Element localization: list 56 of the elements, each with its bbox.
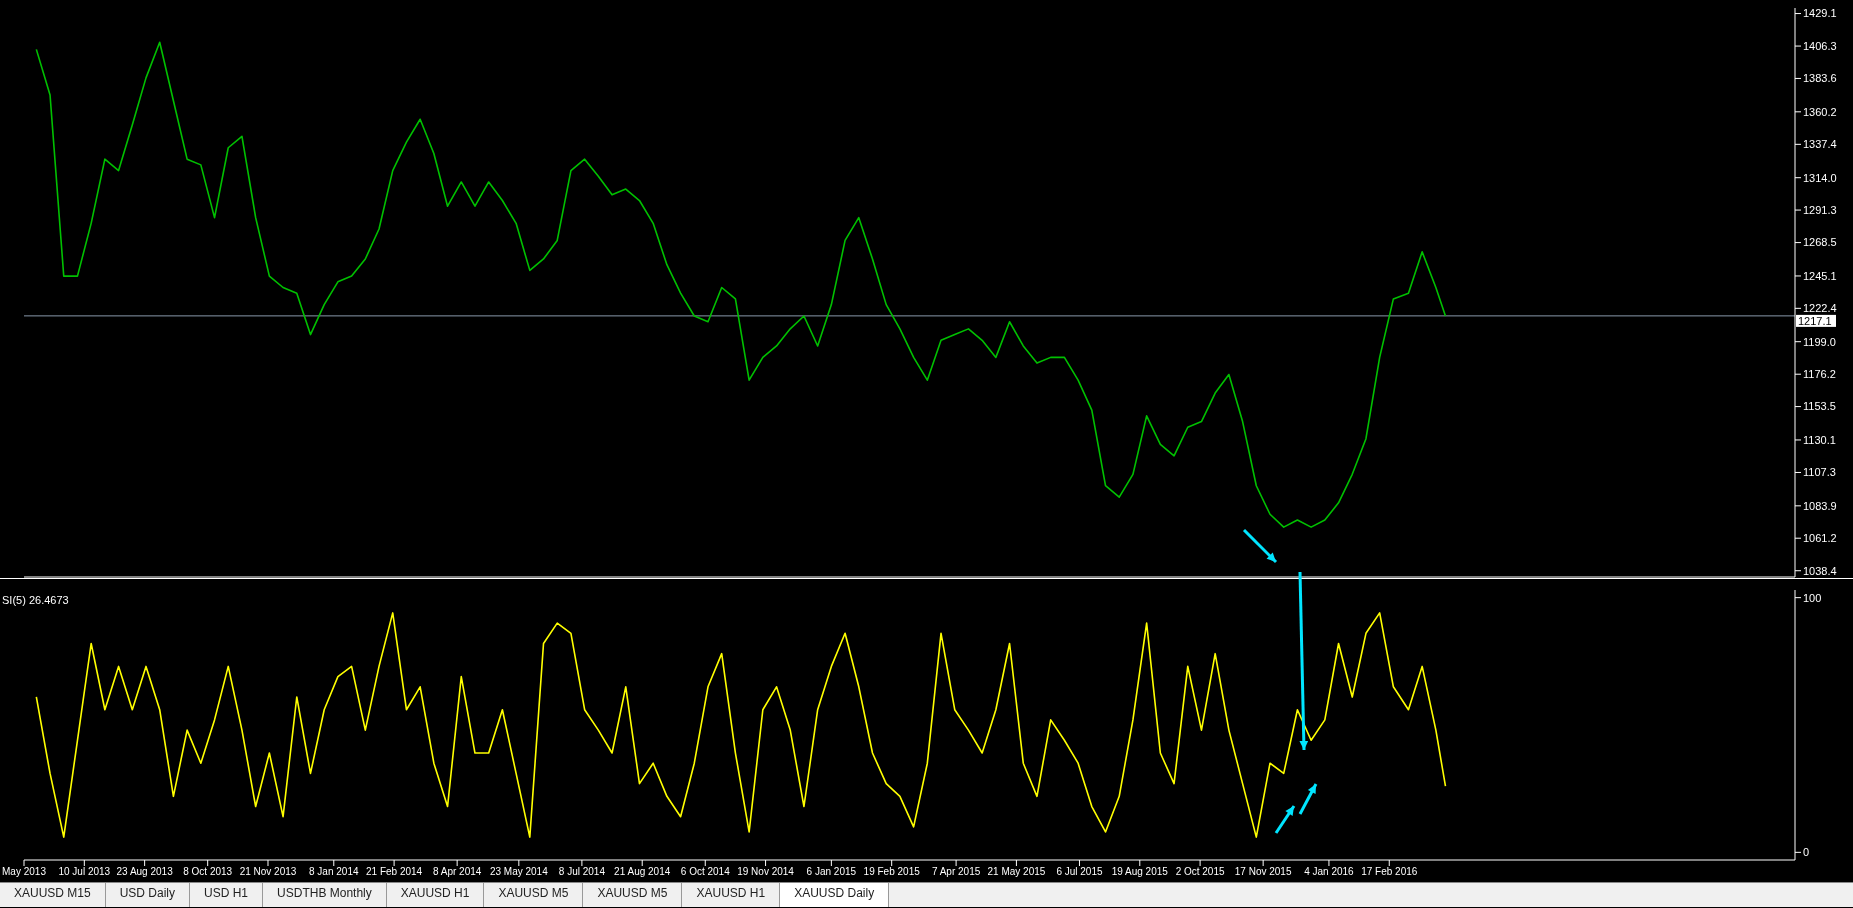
y-tick-label: 1383.6 — [1803, 72, 1837, 85]
line-series — [35, 41, 1447, 528]
x-tick-label: 21 May 2015 — [987, 866, 1046, 878]
x-tick-label: 6 Jan 2015 — [806, 866, 857, 878]
y-tick-label: 1130.1 — [1803, 433, 1836, 446]
x-tick-label: 19 Aug 2015 — [1111, 866, 1169, 878]
text: XAUUSD H1 — [682, 883, 781, 907]
y-tick-label: 1038.4 — [1803, 564, 1837, 577]
x-tick-label: 21 Aug 2014 — [614, 866, 671, 878]
text: USDTHB Monthly — [263, 883, 387, 907]
y-tick-label: 1061.2 — [1803, 532, 1837, 545]
text: XAUUSD H1 — [386, 883, 485, 907]
x-tick-label: 6 Jul 2015 — [1056, 866, 1103, 878]
x-tick-label: 4 Jan 2016 — [1304, 866, 1355, 878]
x-tick-label: 23 May 2014 — [489, 866, 549, 878]
line-series — [35, 612, 1447, 838]
x-tick-label: 19 Nov 2014 — [737, 866, 795, 878]
y-tick-label: 1083.9 — [1803, 499, 1837, 512]
x-tick-label: 8 Jul 2014 — [558, 866, 606, 878]
x-tick-label: 10 Jul 2013 — [58, 866, 111, 878]
text: USD H1 — [190, 883, 264, 907]
x-tick-label: 2 Oct 2015 — [1175, 866, 1225, 878]
text: XAUUSD Daily — [780, 883, 890, 907]
text: USD Daily — [105, 883, 191, 907]
x-tick-label: 19 Feb 2015 — [863, 866, 921, 878]
y-tick-label: 1199.0 — [1803, 335, 1836, 348]
text: XAUUSD M5 — [583, 883, 683, 907]
y-tick-label: 1176.2 — [1803, 368, 1836, 381]
y-tick-label: 1222.4 — [1803, 302, 1837, 315]
x-tick-label: 17 Nov 2015 — [1234, 866, 1292, 878]
x-tick-label: 6 Oct 2014 — [680, 866, 731, 878]
y-tick-label: 1107.3 — [1803, 466, 1836, 479]
chart-title: SI(5) 26.4673 — [2, 594, 69, 606]
y-tick-label: 100 — [1803, 591, 1822, 604]
x-tick-label: 8 Apr 2014 — [432, 866, 482, 878]
text: XAUUSD M15 — [0, 883, 106, 907]
y-tick-label: 1406.3 — [1803, 39, 1837, 52]
y-tick-label: 0 — [1803, 846, 1810, 859]
x-tick-label: 21 Feb 2014 — [366, 866, 423, 878]
x-tick-label: 23 Aug 2013 — [116, 866, 174, 878]
y-tick-label: 1314.0 — [1803, 171, 1837, 184]
x-tick-label: 17 Feb 2016 — [1361, 866, 1418, 878]
y-tick-label: 1337.4 — [1803, 138, 1837, 151]
ref-line-label: 1217.1 — [1798, 314, 1832, 327]
x-tick-label: 8 Oct 2013 — [183, 866, 233, 878]
y-tick-label: 1153.5 — [1803, 400, 1836, 413]
y-tick-label: 1291.3 — [1803, 203, 1837, 216]
text: XAUUSD M5 — [484, 883, 584, 907]
x-tick-label: 21 Nov 2013 — [239, 866, 297, 878]
y-tick-label: 1268.5 — [1803, 236, 1837, 249]
y-tick-label: 1360.2 — [1803, 105, 1837, 118]
x-tick-label: 8 Jan 2014 — [309, 866, 359, 878]
x-tick-label: May 2013 — [2, 866, 47, 878]
y-tick-label: 1429.1 — [1803, 7, 1837, 20]
y-tick-label: 1245.1 — [1803, 269, 1837, 282]
x-tick-label: 7 Apr 2015 — [931, 866, 981, 878]
